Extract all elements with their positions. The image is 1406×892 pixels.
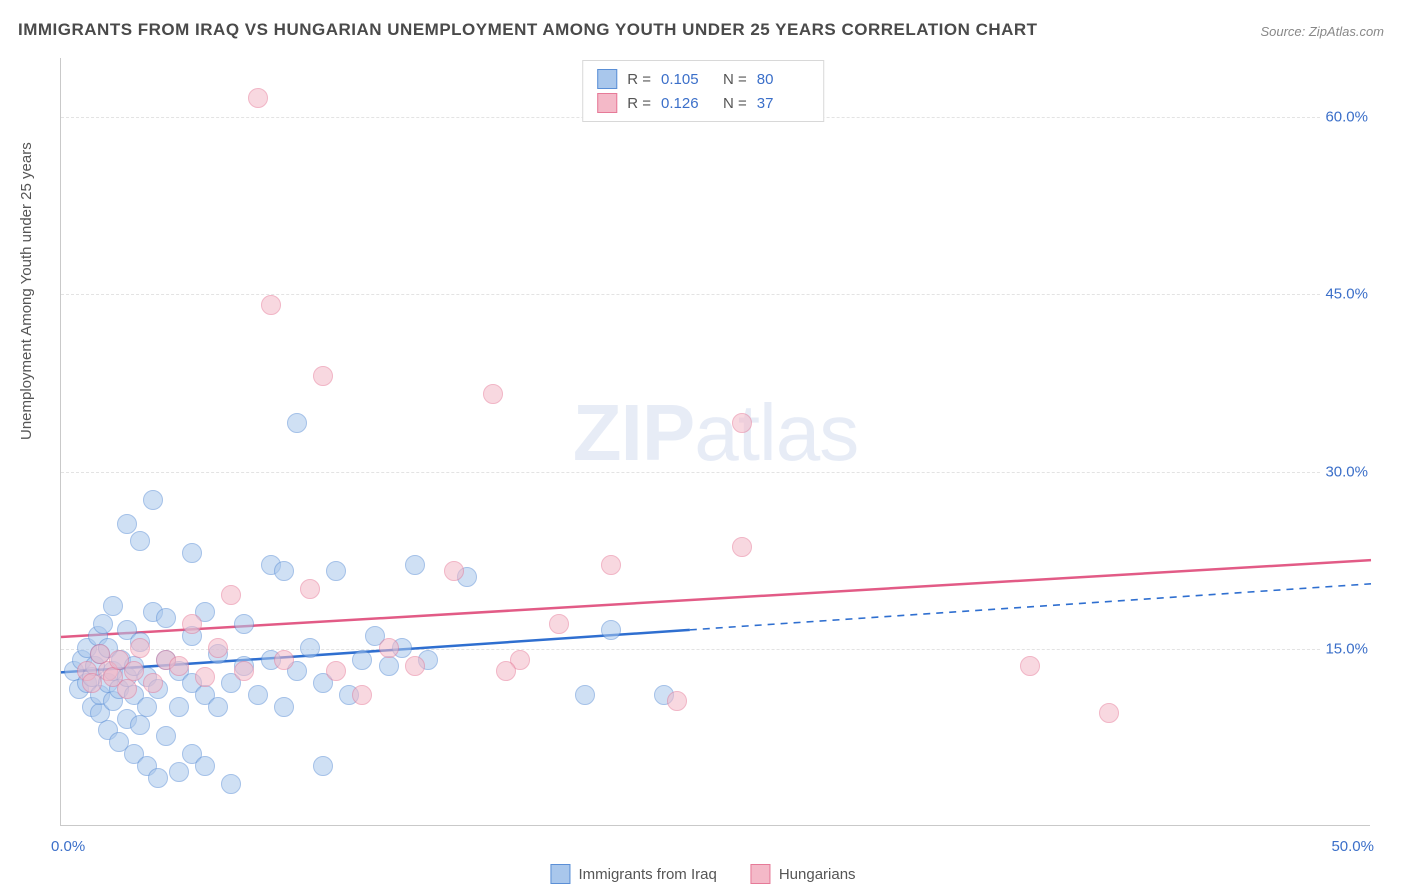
data-point xyxy=(248,88,268,108)
data-point xyxy=(93,614,113,634)
y-tick-label: 45.0% xyxy=(1321,286,1372,303)
data-point xyxy=(1020,656,1040,676)
correlation-chart: IMMIGRANTS FROM IRAQ VS HUNGARIAN UNEMPL… xyxy=(0,0,1406,892)
x-tick-end: 50.0% xyxy=(1331,838,1374,855)
legend-label: Immigrants from Iraq xyxy=(578,866,716,883)
data-point xyxy=(137,697,157,717)
data-point xyxy=(379,638,399,658)
r-label: R = xyxy=(627,71,651,88)
legend-stats-row: R = 0.105 N = 80 xyxy=(597,67,809,91)
data-point xyxy=(195,667,215,687)
source-attribution: Source: ZipAtlas.com xyxy=(1260,24,1384,39)
y-tick-label: 15.0% xyxy=(1321,640,1372,657)
data-point xyxy=(103,596,123,616)
data-point xyxy=(483,384,503,404)
swatch-icon xyxy=(550,864,570,884)
data-point xyxy=(261,295,281,315)
data-point xyxy=(117,679,137,699)
data-point xyxy=(379,656,399,676)
y-axis-label: Unemployment Among Youth under 25 years xyxy=(18,142,35,440)
data-point xyxy=(732,413,752,433)
data-point xyxy=(326,661,346,681)
data-point xyxy=(143,673,163,693)
data-point xyxy=(732,537,752,557)
legend-stats: R = 0.105 N = 80 R = 0.126 N = 37 xyxy=(582,60,824,122)
data-point xyxy=(248,685,268,705)
n-label: N = xyxy=(723,95,747,112)
data-point xyxy=(496,661,516,681)
legend-stats-row: R = 0.126 N = 37 xyxy=(597,91,809,115)
data-point xyxy=(182,614,202,634)
plot-area: ZIPatlas 0.0% 50.0% 15.0%30.0%45.0%60.0% xyxy=(60,58,1370,826)
data-point xyxy=(208,697,228,717)
data-point xyxy=(667,691,687,711)
trend-lines xyxy=(61,58,1370,825)
data-point xyxy=(575,685,595,705)
data-point xyxy=(234,661,254,681)
data-point xyxy=(601,620,621,640)
data-point xyxy=(182,543,202,563)
data-point xyxy=(156,726,176,746)
data-point xyxy=(124,661,144,681)
data-point xyxy=(169,697,189,717)
x-tick-start: 0.0% xyxy=(51,838,85,855)
n-value: 80 xyxy=(757,71,809,88)
data-point xyxy=(221,774,241,794)
data-point xyxy=(313,366,333,386)
data-point xyxy=(117,514,137,534)
data-point xyxy=(352,685,372,705)
r-label: R = xyxy=(627,95,651,112)
y-tick-label: 60.0% xyxy=(1321,109,1372,126)
data-point xyxy=(234,614,254,634)
data-point xyxy=(287,413,307,433)
data-point xyxy=(274,561,294,581)
data-point xyxy=(208,638,228,658)
swatch-icon xyxy=(751,864,771,884)
data-point xyxy=(130,531,150,551)
data-point xyxy=(148,768,168,788)
data-point xyxy=(549,614,569,634)
data-point xyxy=(221,585,241,605)
r-value: 0.105 xyxy=(661,71,713,88)
legend-label: Hungarians xyxy=(779,866,856,883)
data-point xyxy=(274,650,294,670)
data-point xyxy=(143,490,163,510)
data-point xyxy=(1099,703,1119,723)
data-point xyxy=(130,715,150,735)
swatch-icon xyxy=(597,93,617,113)
data-point xyxy=(195,756,215,776)
data-point xyxy=(352,650,372,670)
r-value: 0.126 xyxy=(661,95,713,112)
data-point xyxy=(326,561,346,581)
data-point xyxy=(405,656,425,676)
data-point xyxy=(405,555,425,575)
data-point xyxy=(169,762,189,782)
data-point xyxy=(313,756,333,776)
swatch-icon xyxy=(597,69,617,89)
legend-item: Hungarians xyxy=(751,864,856,884)
data-point xyxy=(169,656,189,676)
data-point xyxy=(444,561,464,581)
data-point xyxy=(300,638,320,658)
data-point xyxy=(274,697,294,717)
chart-title: IMMIGRANTS FROM IRAQ VS HUNGARIAN UNEMPL… xyxy=(18,20,1038,40)
legend-item: Immigrants from Iraq xyxy=(550,864,716,884)
n-value: 37 xyxy=(757,95,809,112)
n-label: N = xyxy=(723,71,747,88)
legend-series: Immigrants from Iraq Hungarians xyxy=(550,864,855,884)
data-point xyxy=(601,555,621,575)
data-point xyxy=(130,638,150,658)
data-point xyxy=(156,608,176,628)
data-point xyxy=(300,579,320,599)
y-tick-label: 30.0% xyxy=(1321,463,1372,480)
